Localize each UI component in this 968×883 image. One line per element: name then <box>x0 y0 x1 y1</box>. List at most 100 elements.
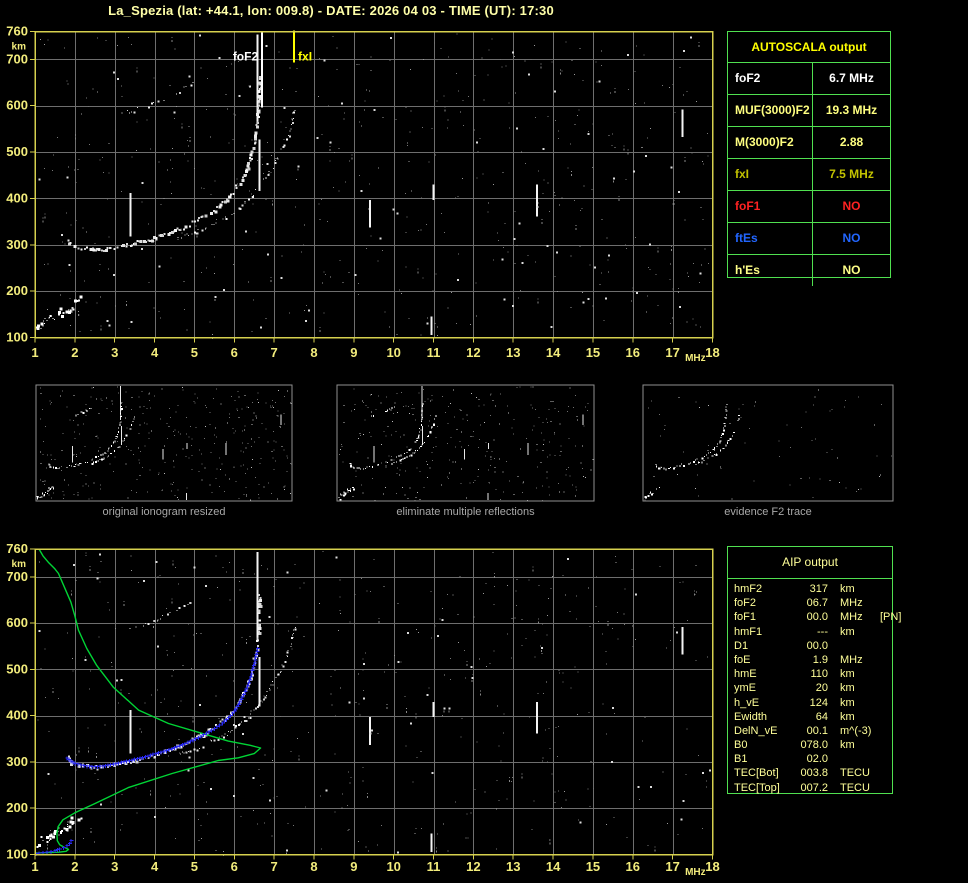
panel-caption-original: original ionogram resized <box>102 506 226 518</box>
aip-row-label: DelN_vE <box>734 724 778 737</box>
svg-text:600: 600 <box>6 615 28 630</box>
aip-row-extra <box>872 639 892 653</box>
svg-text:foF2: foF2 <box>233 50 259 64</box>
table-row: ymE 20 km <box>734 681 892 695</box>
svg-text:6: 6 <box>231 345 238 360</box>
svg-text:700: 700 <box>6 51 28 66</box>
table-row: MUF(3000)F2 19.3 MHz <box>728 95 890 127</box>
svg-text:7: 7 <box>271 859 278 874</box>
svg-text:11: 11 <box>427 345 441 360</box>
restored-ionogram-plot: 1 2 3 4 5 6 7 8 9 10 11 12 13 14 15 16 17 18MHz7607006005… <box>6 541 719 878</box>
autoscala-row-label: MUF(3000)F2 <box>728 95 813 126</box>
svg-text:300: 300 <box>6 237 28 252</box>
aip-row-extra <box>872 752 892 766</box>
aip-row-label: B0 <box>734 739 748 752</box>
aip-row-value: --- <box>817 625 828 638</box>
aip-row-unit <box>828 752 872 766</box>
aip-row-value: 317 <box>809 583 828 595</box>
aip-row-extra <box>872 667 892 681</box>
aip-row-value: 1.9 <box>812 653 828 666</box>
aip-row-label: ymE <box>734 682 756 695</box>
table-row: hmE 110 km <box>734 667 892 681</box>
aip-row-label: foF2 <box>734 597 757 610</box>
svg-text:8: 8 <box>310 345 317 360</box>
autoscala-row-label: h'Es <box>728 255 813 286</box>
autoscala-row-value: 6.7 MHz <box>829 71 874 85</box>
aip-row-value: 02.0 <box>806 753 828 766</box>
table-row: h_vE 124 km <box>734 696 892 710</box>
aip-row-unit <box>828 639 872 653</box>
svg-text:4: 4 <box>151 345 159 360</box>
svg-text:500: 500 <box>6 144 28 159</box>
svg-text:3: 3 <box>111 859 118 874</box>
svg-text:5: 5 <box>191 859 198 874</box>
aip-row-extra <box>872 625 892 639</box>
svg-text:12: 12 <box>466 859 480 874</box>
autoscala-table-header: AUTOSCALA output <box>728 32 890 63</box>
svg-text:760: 760 <box>6 24 28 39</box>
aip-output-table: AIP output hmF2 317 km foF2 06.7 MHz foF1 00.… <box>727 546 901 795</box>
svg-text:9: 9 <box>350 345 357 360</box>
svg-text:2: 2 <box>71 345 78 360</box>
aip-row-label: foF1 <box>734 611 757 624</box>
aip-row-unit: MHz <box>840 611 863 624</box>
svg-text:6: 6 <box>231 859 238 874</box>
aip-row-value: 007.2 <box>800 781 828 794</box>
aip-row-label: hmE <box>734 668 757 681</box>
svg-text:760: 760 <box>6 541 28 556</box>
panel-caption-evidence: evidence F2 trace <box>724 506 812 518</box>
svg-text:700: 700 <box>6 569 28 584</box>
table-row: foE 1.9 MHz <box>734 653 892 667</box>
autoscala-row-value: 19.3 MHz <box>825 103 878 117</box>
aip-row-value: 078.0 <box>800 739 828 752</box>
svg-text:8: 8 <box>310 859 317 874</box>
aip-row-value: 06.7 <box>806 597 828 610</box>
table-row: DelN_vE 00.1 m^(-3) <box>734 724 892 738</box>
aip-row-value: 110 <box>810 668 828 681</box>
aip-row-unit: MHz <box>840 597 863 610</box>
aip-row-unit: m^(-3) <box>840 724 872 737</box>
svg-text:16: 16 <box>626 345 640 360</box>
table-row: TEC[Top] 007.2 TECU <box>734 781 892 795</box>
table-row: B0 078.0 km <box>734 738 892 752</box>
aip-row-extra <box>872 696 892 710</box>
svg-text:400: 400 <box>6 708 28 723</box>
svg-text:18: 18 <box>705 859 719 874</box>
table-row: foF2 06.7 MHz <box>734 596 892 610</box>
table-row: B1 02.0 <box>734 752 892 766</box>
svg-text:1: 1 <box>31 345 38 360</box>
aip-row-extra <box>872 710 892 724</box>
svg-text:MHz: MHz <box>685 867 706 878</box>
svg-text:fxI: fxI <box>298 50 312 64</box>
aip-row-unit: km <box>840 710 855 723</box>
svg-text:200: 200 <box>6 800 28 815</box>
table-row: h'Es NO <box>728 255 890 286</box>
autoscala-row-value: NO <box>842 231 861 245</box>
aip-row-extra <box>872 724 892 738</box>
autoscala-row-value: 2.88 <box>839 135 864 149</box>
svg-text:100: 100 <box>6 330 28 345</box>
svg-text:4: 4 <box>151 859 159 874</box>
panel-caption-eliminate: eliminate multiple reflections <box>396 506 535 518</box>
table-row: hmF2 317 km <box>734 582 892 596</box>
table-row: foF1 NO <box>728 191 890 223</box>
autoscala-row-label: ftEs <box>728 223 813 254</box>
svg-text:5: 5 <box>191 345 198 360</box>
autoscala-row-value: NO <box>842 263 861 277</box>
aip-row-value: 00.0 <box>806 611 828 624</box>
table-row: foF2 6.7 MHz <box>728 63 890 95</box>
autoscala-output-table: AUTOSCALA output foF2 6.7 MHz MUF(3000)F… <box>727 31 891 286</box>
process-panel-2 <box>642 384 894 502</box>
aip-row-extra <box>872 653 892 667</box>
svg-text:km: km <box>12 42 27 53</box>
svg-text:17: 17 <box>665 345 679 360</box>
svg-text:16: 16 <box>626 859 640 874</box>
autoscala-row-label: foF2 <box>728 63 813 94</box>
aip-row-label: hmF2 <box>734 583 763 595</box>
svg-text:15: 15 <box>586 859 600 874</box>
aip-row-label: h_vE <box>734 696 760 709</box>
table-row: TEC[Bot] 003.8 TECU <box>734 766 892 780</box>
svg-text:14: 14 <box>546 345 561 360</box>
svg-text:10: 10 <box>386 859 400 874</box>
